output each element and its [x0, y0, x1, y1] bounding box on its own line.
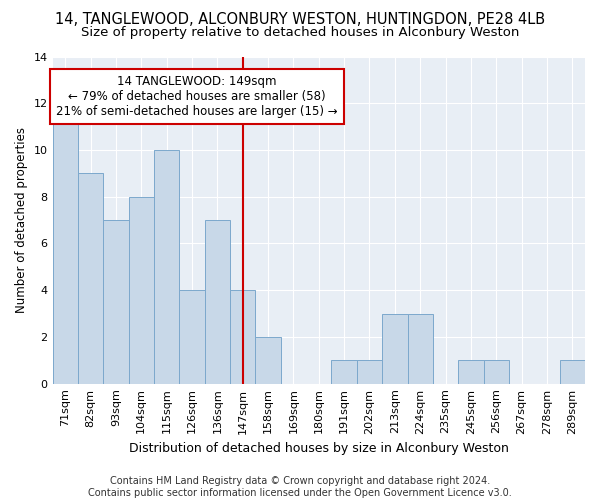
- Bar: [53, 103, 78, 384]
- Bar: [357, 360, 382, 384]
- Bar: [205, 220, 230, 384]
- Bar: [458, 360, 484, 384]
- Text: Size of property relative to detached houses in Alconbury Weston: Size of property relative to detached ho…: [81, 26, 519, 39]
- Bar: [331, 360, 357, 384]
- Text: 14 TANGLEWOOD: 149sqm
← 79% of detached houses are smaller (58)
21% of semi-deta: 14 TANGLEWOOD: 149sqm ← 79% of detached …: [56, 75, 338, 118]
- Bar: [78, 174, 103, 384]
- Text: 14, TANGLEWOOD, ALCONBURY WESTON, HUNTINGDON, PE28 4LB: 14, TANGLEWOOD, ALCONBURY WESTON, HUNTIN…: [55, 12, 545, 28]
- Bar: [179, 290, 205, 384]
- Bar: [407, 314, 433, 384]
- Bar: [256, 337, 281, 384]
- Bar: [230, 290, 256, 384]
- Bar: [128, 196, 154, 384]
- X-axis label: Distribution of detached houses by size in Alconbury Weston: Distribution of detached houses by size …: [129, 442, 509, 455]
- Text: Contains HM Land Registry data © Crown copyright and database right 2024.
Contai: Contains HM Land Registry data © Crown c…: [88, 476, 512, 498]
- Bar: [103, 220, 128, 384]
- Bar: [484, 360, 509, 384]
- Bar: [154, 150, 179, 384]
- Bar: [382, 314, 407, 384]
- Y-axis label: Number of detached properties: Number of detached properties: [15, 127, 28, 313]
- Bar: [560, 360, 585, 384]
